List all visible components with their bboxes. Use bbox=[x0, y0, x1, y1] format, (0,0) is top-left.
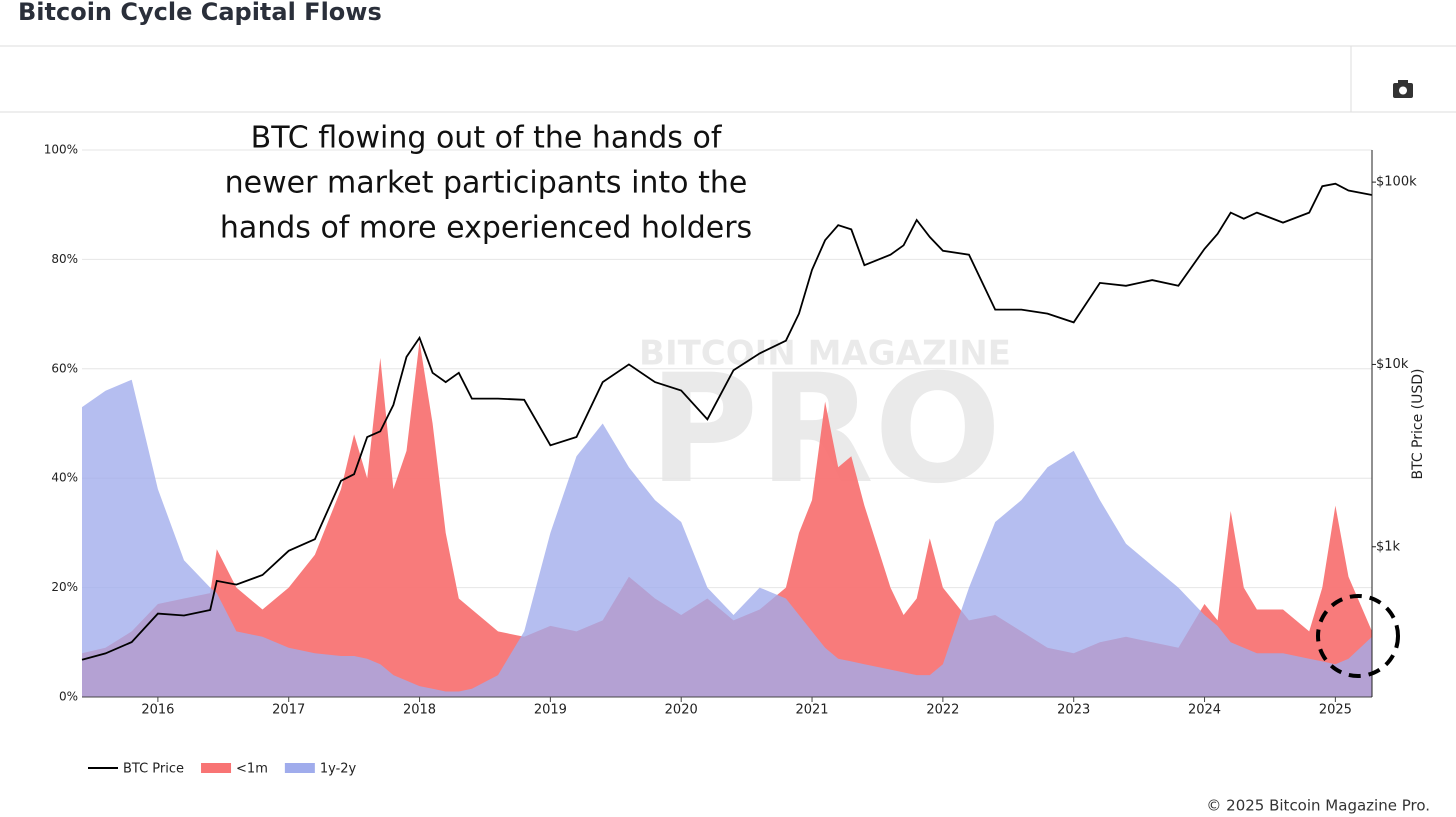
area bbox=[82, 341, 1372, 697]
y2-tick-label: $100k bbox=[1376, 175, 1417, 190]
y-tick-label: 100% bbox=[44, 143, 78, 157]
x-tick-label: 2025 bbox=[1319, 703, 1352, 718]
highlight-circle bbox=[1316, 594, 1400, 678]
x-tick-label: 2019 bbox=[534, 703, 567, 718]
y2-tick-label: $1k bbox=[1376, 539, 1401, 554]
area bbox=[82, 379, 1372, 697]
camera-top bbox=[1398, 80, 1408, 84]
annotation: newer market participants into the bbox=[225, 166, 748, 201]
y-tick-label: 40% bbox=[51, 471, 78, 485]
camera-lens bbox=[1399, 86, 1407, 95]
legend-label: 1y-2y bbox=[320, 762, 357, 777]
legend-item: 1y-2y bbox=[284, 762, 357, 777]
legend-swatch bbox=[284, 763, 315, 773]
copyright: © 2025 Bitcoin Magazine Pro. bbox=[1206, 797, 1430, 815]
y-tick-label: 0% bbox=[59, 690, 78, 704]
annotation: hands of more experienced holders bbox=[220, 211, 752, 246]
y-tick-label: 20% bbox=[51, 580, 78, 594]
legend-label: <1m bbox=[236, 762, 268, 777]
legend-swatch bbox=[201, 763, 232, 773]
y-tick-label: 80% bbox=[51, 252, 78, 266]
x-tick-label: 2023 bbox=[1057, 703, 1090, 718]
x-tick-label: 2022 bbox=[926, 703, 959, 718]
x-tick-label: 2021 bbox=[795, 703, 828, 718]
price-line bbox=[81, 182, 1373, 661]
x-tick-label: 2016 bbox=[141, 703, 174, 718]
x-tick-label: 2018 bbox=[403, 703, 436, 718]
y2-tick-label: $10k bbox=[1376, 357, 1409, 372]
x-tick-label: 2024 bbox=[1188, 703, 1221, 718]
legend-item: <1m bbox=[201, 762, 268, 777]
x-tick-label: 2017 bbox=[272, 703, 305, 718]
y-tick-label: 60% bbox=[51, 361, 78, 375]
watermark: BITCOIN MAGAZINE bbox=[639, 334, 1011, 374]
page-title: Bitcoin Cycle Capital Flows bbox=[18, 0, 382, 26]
legend-label: BTC Price bbox=[123, 762, 184, 777]
annotation: BTC flowing out of the hands of bbox=[251, 121, 723, 156]
y2-axis-label: BTC Price (USD) bbox=[1410, 368, 1426, 479]
legend-item: BTC Price bbox=[88, 762, 184, 777]
x-tick-label: 2020 bbox=[665, 703, 698, 718]
camera-button[interactable] bbox=[1393, 80, 1413, 98]
